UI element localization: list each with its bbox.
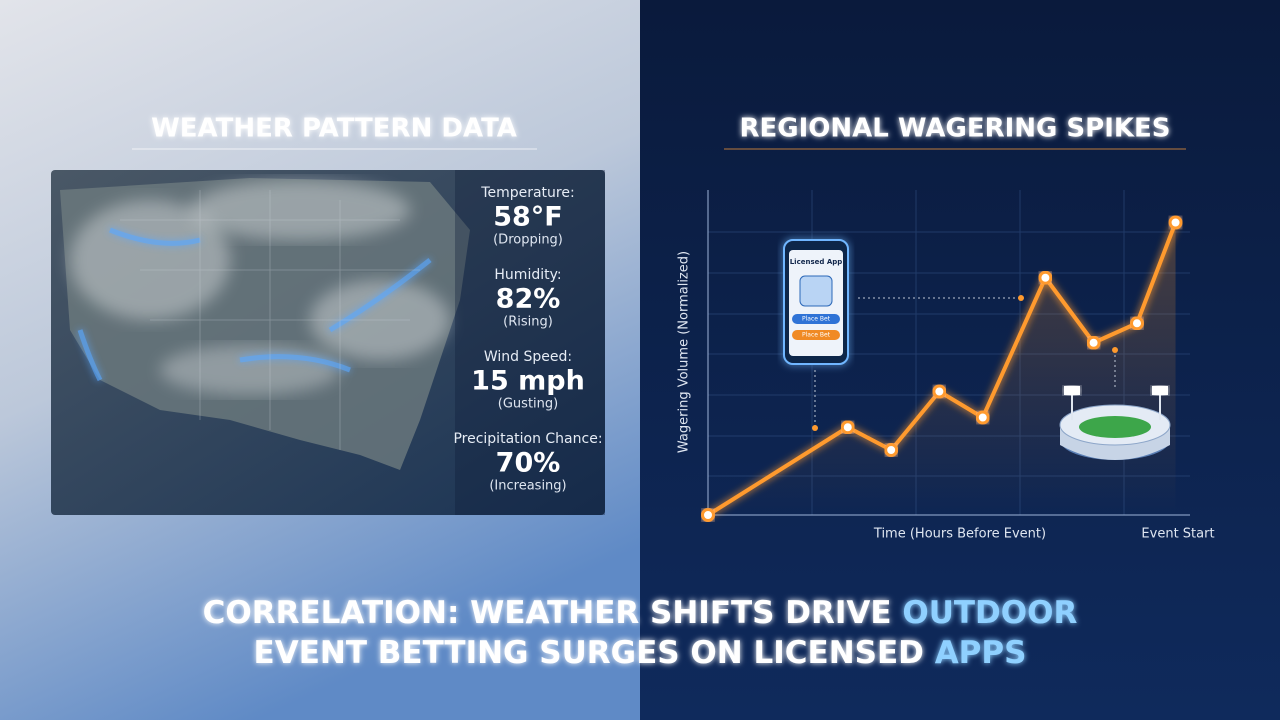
weather-map: [51, 170, 605, 515]
caption-line: EVENT BETTING SURGES ON LICENSED APPS: [254, 635, 1027, 671]
stat-value: 15 mph: [471, 366, 585, 397]
stat-label: Wind Speed:: [484, 349, 572, 365]
data-point: [932, 384, 947, 399]
data-point: [1086, 335, 1101, 350]
x-end-label: Event Start: [1141, 527, 1214, 542]
x-axis-label: Time (Hours Before Event): [873, 527, 1046, 542]
stat-value: 82%: [496, 284, 561, 315]
stat-label: Precipitation Chance:: [453, 431, 602, 447]
data-point: [884, 443, 899, 457]
plot: [701, 190, 1190, 522]
left-title: WEATHER PATTERN DATA: [151, 114, 517, 144]
app-button[interactable]: Place Bet: [802, 332, 831, 339]
stadium-icon: [1059, 386, 1171, 460]
stat-label: Temperature:: [480, 185, 574, 201]
data-point: [1038, 270, 1053, 285]
data-point: [701, 508, 715, 522]
stat-note: (Dropping): [493, 233, 563, 248]
caption-segment: APPS: [935, 635, 1027, 671]
caption-segment: EVENT BETTING SURGES ON LICENSED: [254, 635, 935, 671]
stat-note: (Gusting): [498, 397, 558, 412]
phone-icon: Licensed App Place Bet Place Bet: [783, 239, 849, 365]
connector-lines: [812, 295, 1118, 431]
stat-note: (Increasing): [489, 479, 566, 494]
data-point: [1129, 316, 1144, 331]
caption-line: CORRELATION: WEATHER SHIFTS DRIVE OUTDOO…: [203, 595, 1078, 631]
data-point: [975, 410, 990, 425]
app-button[interactable]: Place Bet: [802, 316, 831, 323]
stat-value: 70%: [496, 448, 561, 479]
data-point: [1168, 215, 1183, 230]
data-point: [840, 420, 855, 435]
right-title: REGIONAL WAGERING SPIKES: [739, 114, 1170, 144]
caption-segment: CORRELATION: WEATHER SHIFTS DRIVE: [203, 595, 903, 631]
stat-note: (Rising): [503, 315, 553, 330]
caption-segment: OUTDOOR: [902, 595, 1077, 631]
y-axis-label: Wagering Volume (Normalized): [677, 251, 692, 453]
stat-label: Humidity:: [494, 267, 561, 283]
stat-value: 58°F: [493, 202, 563, 233]
app-title: Licensed App: [790, 258, 843, 266]
